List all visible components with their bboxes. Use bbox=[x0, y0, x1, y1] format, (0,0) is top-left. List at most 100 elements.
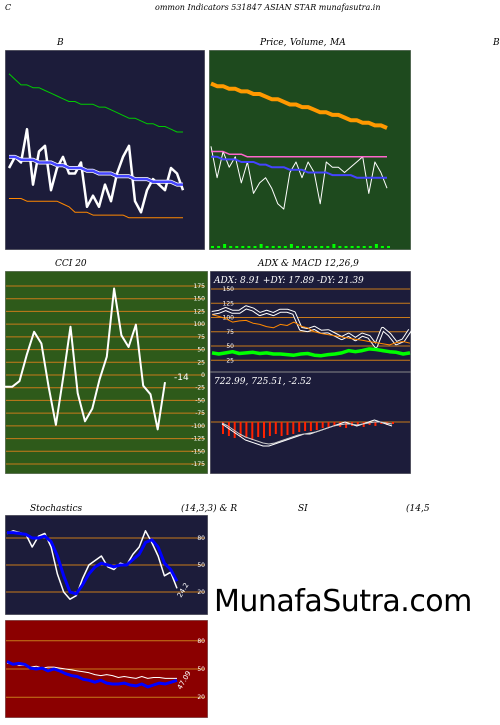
volume-bar bbox=[247, 246, 251, 248]
cci-tick-label: 25 bbox=[197, 359, 205, 366]
macd-hist-bar bbox=[362, 422, 365, 427]
volume-bar bbox=[350, 246, 354, 248]
macd-hist-bar bbox=[368, 422, 371, 425]
volume-bar bbox=[217, 246, 221, 248]
volume-bar bbox=[387, 246, 390, 248]
volume-bar bbox=[289, 244, 293, 248]
macd-values: 722.99, 725.51, -2.52 bbox=[214, 377, 312, 387]
macd-hist-bar bbox=[333, 422, 336, 426]
cci-tick-label: -50 bbox=[195, 397, 205, 404]
volume-bar bbox=[356, 246, 360, 248]
rsi-params: (14,5 bbox=[406, 504, 430, 514]
price-series-line bbox=[211, 150, 387, 158]
bb-series-line bbox=[9, 198, 183, 219]
bb-title: B bbox=[57, 38, 64, 48]
price-ma-chart bbox=[209, 50, 411, 250]
cci-tick-label: -100 bbox=[191, 423, 205, 430]
cci-tick-label: -150 bbox=[191, 448, 205, 455]
bb-series-line bbox=[9, 155, 183, 186]
volume-bar bbox=[338, 246, 342, 248]
cci-tick-label: -175 bbox=[191, 461, 205, 468]
stoch-series-line bbox=[7, 531, 179, 596]
cci-line bbox=[5, 287, 166, 431]
rsi-tick-label: 20 bbox=[197, 694, 205, 701]
macd-hist-bar bbox=[380, 422, 383, 424]
adx-values: ADX: 8.91 +DY: 17.89 -DY: 21.39 bbox=[213, 276, 364, 286]
adx-tick-label: 75 bbox=[226, 329, 234, 336]
macd-hist-bar bbox=[274, 422, 277, 434]
macd-hist-bar bbox=[392, 422, 394, 424]
bb-series-line bbox=[8, 73, 183, 133]
price-title-volume: Volume, bbox=[290, 38, 327, 48]
rsi-series-line bbox=[7, 662, 177, 679]
macd-hist-bar bbox=[286, 422, 289, 435]
adx-series-line bbox=[211, 314, 411, 346]
cci-title: CCI 20 bbox=[55, 259, 87, 269]
macd-hist-bar bbox=[345, 422, 348, 428]
cci-current-label: -14 bbox=[174, 373, 189, 383]
cci-tick-label: 100 bbox=[194, 321, 206, 328]
macd-hist-bar bbox=[321, 422, 324, 428]
rsi-series-line bbox=[6, 660, 178, 689]
volume-bar bbox=[283, 246, 287, 248]
rsi-tick-label: 50 bbox=[197, 666, 205, 673]
volume-bar bbox=[277, 246, 281, 248]
cci-chart: 175 150 125 100 75 50 25 0 -25 -50 -75 -100 -125 -150… bbox=[5, 271, 208, 474]
rsi-tick-label: 80 bbox=[197, 638, 205, 645]
cci-tick-label: -75 bbox=[195, 410, 205, 417]
price-title-price: Price, bbox=[260, 38, 287, 48]
macd-hist-bar bbox=[309, 422, 312, 431]
volume-bar bbox=[362, 246, 366, 248]
volume-bar bbox=[235, 246, 239, 248]
adx-tick-label: 25 bbox=[226, 357, 234, 364]
adx-title: ADX & MACD 12,26,9 bbox=[258, 259, 359, 269]
cci-tick-label: 75 bbox=[197, 334, 205, 341]
volume-bar bbox=[229, 246, 233, 248]
macd-hist-bar bbox=[257, 422, 260, 437]
adx-tick-label: 125 bbox=[223, 300, 235, 307]
bollinger-chart bbox=[5, 50, 205, 250]
macd-hist-bar bbox=[268, 422, 271, 436]
macd-hist-bar bbox=[374, 422, 377, 426]
macd-hist-bar bbox=[239, 422, 242, 437]
price-title-edge: B bbox=[493, 38, 500, 48]
volume-bar bbox=[253, 246, 257, 248]
volume-bar bbox=[368, 246, 372, 248]
watermark: MunafaSutra.com bbox=[214, 584, 472, 619]
volume-bar bbox=[302, 246, 305, 248]
volume-bar bbox=[259, 244, 263, 248]
adx-tick-label: 100 bbox=[223, 315, 235, 322]
volume-bar bbox=[332, 244, 336, 248]
volume-bar bbox=[380, 246, 384, 248]
cci-tick-label: 150 bbox=[194, 296, 206, 303]
macd-hist-bar bbox=[356, 422, 359, 425]
cci-tick-label: 0 bbox=[201, 372, 205, 379]
stoch-title: Stochastics bbox=[30, 504, 83, 514]
volume-bar bbox=[211, 246, 214, 248]
volume-bar bbox=[223, 244, 227, 248]
price-title-ma: MA bbox=[330, 38, 346, 48]
cci-tick-label: -25 bbox=[195, 385, 205, 392]
stoch-params: (14,3,3) & R bbox=[181, 504, 238, 514]
stoch-tick-label: 80 bbox=[197, 535, 205, 542]
cci-tick-label: 50 bbox=[197, 347, 205, 354]
macd-hist-bar bbox=[222, 422, 224, 434]
volume-bar bbox=[271, 246, 275, 248]
stoch-series-line bbox=[6, 530, 178, 600]
cci-tick-label: 175 bbox=[194, 283, 206, 290]
macd-hist-bar bbox=[245, 422, 248, 438]
macd-hist-bar bbox=[298, 422, 301, 432]
volume-bar bbox=[344, 246, 348, 248]
macd-hist-bar bbox=[251, 422, 254, 440]
adx-chart: 150 125 100 75 50 25 ADX: 8.91 +DY: 17.89 -DY… bbox=[210, 271, 411, 372]
adx-tick-label: 50 bbox=[226, 343, 234, 350]
volume-bar bbox=[241, 246, 245, 248]
cci-tick-label: -125 bbox=[191, 436, 205, 443]
volume-bar bbox=[320, 246, 324, 248]
stoch-tick-label: 50 bbox=[197, 562, 205, 569]
adx-series-line bbox=[211, 347, 411, 358]
macd-hist-bar bbox=[315, 422, 318, 430]
cci-tick-label: 125 bbox=[194, 308, 206, 315]
